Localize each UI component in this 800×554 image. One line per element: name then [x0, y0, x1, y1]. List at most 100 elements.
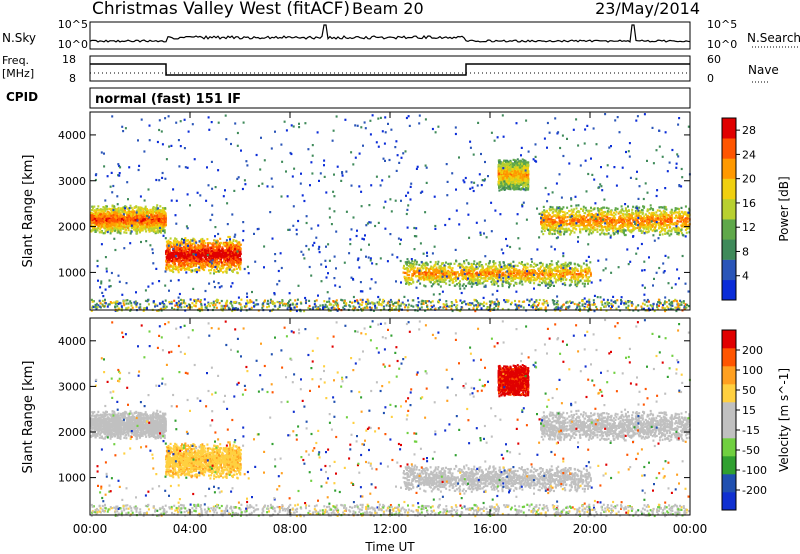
- power-cell: [168, 252, 171, 256]
- power-cell: [560, 280, 563, 283]
- power-cell: [587, 277, 589, 280]
- power-cell: [203, 264, 206, 267]
- power-cell: [668, 221, 671, 224]
- power-cell: [120, 221, 123, 224]
- power-cell: [470, 264, 473, 267]
- power-cell: [431, 266, 433, 270]
- power-cell: [491, 283, 494, 286]
- power-cell: [555, 278, 558, 281]
- power-cell: [231, 252, 234, 255]
- power-cell: [164, 222, 167, 226]
- power-cell: [214, 254, 217, 257]
- power-cell: [566, 273, 569, 276]
- power-cell: [206, 263, 209, 267]
- power-cell: [450, 270, 453, 273]
- power-cell: [662, 227, 665, 230]
- power-cell: [207, 259, 210, 262]
- power-cell: [227, 247, 230, 250]
- power-cell: [533, 276, 536, 279]
- power-cell: [524, 272, 527, 275]
- power-cell: [553, 219, 556, 222]
- power-cell: [138, 207, 141, 210]
- power-cell: [683, 218, 685, 221]
- power-cell: [568, 272, 571, 275]
- power-cell: [98, 220, 101, 223]
- power-cell: [223, 249, 226, 252]
- power-cell: [141, 221, 144, 224]
- power-cell: [133, 210, 136, 213]
- power-cell: [234, 256, 237, 259]
- power-cell: [115, 217, 118, 220]
- power-cell: [492, 279, 495, 282]
- power-cell: [130, 211, 133, 214]
- power-cell: [212, 263, 215, 266]
- power-cell: [632, 229, 635, 232]
- power-cell: [518, 269, 521, 272]
- power-cell: [459, 283, 461, 286]
- power-cell: [458, 273, 461, 276]
- power-cell: [619, 214, 622, 218]
- power-cell: [547, 274, 550, 277]
- power-cell: [567, 263, 569, 266]
- power-cell: [208, 246, 211, 249]
- power-cell: [173, 247, 176, 250]
- power-cell: [153, 222, 156, 225]
- power-cell: [155, 225, 158, 228]
- power-cell: [105, 218, 107, 221]
- power-cell: [415, 260, 418, 263]
- power-cell: [548, 284, 551, 287]
- power-cell: [570, 204, 573, 208]
- power-cell: [239, 263, 242, 266]
- power-cell: [637, 225, 640, 228]
- power-cell: [530, 269, 532, 273]
- power-cell: [526, 277, 529, 280]
- power-cell: [204, 245, 207, 248]
- power-cell: [124, 217, 127, 220]
- power-cell: [576, 269, 579, 273]
- power-cell: [165, 258, 168, 261]
- power-cell: [143, 214, 146, 217]
- power-cell: [548, 263, 551, 266]
- power-cell: [231, 247, 234, 250]
- power-cell: [91, 214, 94, 217]
- power-cell: [199, 251, 202, 255]
- power-cell: [580, 274, 583, 277]
- power-cell: [538, 276, 541, 279]
- power-cell: [413, 272, 416, 275]
- power-cell: [128, 224, 131, 227]
- power-cell: [653, 219, 656, 222]
- power-cell: [172, 268, 175, 271]
- power-cell: [589, 261, 592, 264]
- power-cell: [615, 210, 618, 213]
- power-cell: [186, 259, 189, 262]
- power-cell: [464, 267, 467, 270]
- power-cell: [161, 223, 164, 226]
- power-cell: [538, 274, 541, 277]
- power-cell: [539, 261, 542, 264]
- power-cell: [408, 273, 411, 276]
- power-cell: [543, 229, 546, 232]
- power-cell: [191, 262, 194, 265]
- power-cell: [238, 266, 241, 269]
- power-cell: [481, 266, 484, 269]
- power-cell: [620, 205, 623, 208]
- power-cell: [647, 226, 650, 229]
- power-cell: [488, 277, 491, 280]
- power-cell: [206, 248, 209, 251]
- power-cell: [675, 211, 678, 214]
- power-cell: [642, 230, 644, 233]
- power-cell: [90, 221, 93, 224]
- power-cell: [424, 285, 427, 288]
- power-cell: [642, 217, 645, 220]
- cpid-box: [89, 87, 691, 109]
- power-cell: [541, 227, 544, 230]
- power-cell: [479, 275, 482, 278]
- power-cell: [536, 272, 539, 275]
- power-cell: [416, 267, 419, 270]
- power-cell: [175, 258, 178, 261]
- power-cell: [541, 269, 544, 273]
- power-cell: [573, 275, 575, 278]
- power-cell: [498, 261, 501, 264]
- power-cell: [554, 268, 557, 271]
- power-cell: [570, 208, 573, 211]
